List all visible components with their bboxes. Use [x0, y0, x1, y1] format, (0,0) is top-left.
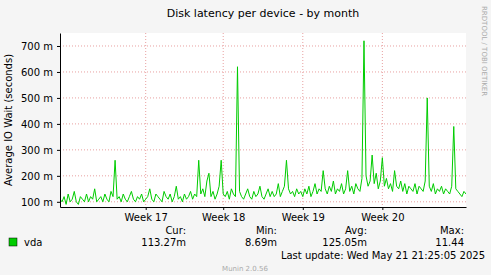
y-tick-label: 300 m	[21, 145, 53, 156]
x-tick-mark	[146, 207, 147, 210]
x-axis: Week 17 Week 18 Week 19 Week 20	[61, 207, 467, 223]
stat-header: Cur:	[165, 225, 186, 236]
y-grid-line	[60, 45, 466, 46]
x-grid-line	[145, 33, 146, 207]
marks	[60, 41, 466, 205]
axis-line	[60, 34, 61, 208]
y-tick: 100 m	[21, 197, 60, 208]
watermark: RRDTOOL / TOBI OETIKER	[480, 6, 488, 96]
x-tick-label: Week 20	[361, 212, 404, 223]
x-tick-label: Week 19	[282, 212, 325, 223]
y-tick-mark	[57, 150, 60, 151]
y-tick: 200 m	[21, 171, 60, 182]
generator: Munin 2.0.56	[222, 265, 268, 273]
grid	[60, 33, 466, 207]
legend-swatch	[9, 238, 17, 246]
stat-value: 8.69m	[245, 237, 277, 248]
y-tick-mark	[57, 98, 60, 99]
y-grid-line	[60, 123, 466, 124]
y-grid-line	[60, 71, 466, 72]
y-tick-mark	[57, 176, 60, 177]
y-tick-label: 200 m	[21, 171, 53, 182]
y-tick-label: 400 m	[21, 119, 53, 130]
title: Disk latency per device - by month	[167, 7, 360, 20]
plot-area	[60, 33, 466, 207]
y-tick-mark	[57, 72, 60, 73]
x-tick: Week 18	[202, 207, 245, 223]
y-tick-label: 700 m	[21, 41, 53, 52]
y-tick-mark	[57, 46, 60, 47]
x-tick-label: Week 18	[202, 212, 245, 223]
x-tick: Week 19	[282, 207, 325, 223]
y-tick: 500 m	[21, 93, 60, 104]
y-tick-label: 500 m	[21, 93, 53, 104]
y-grid-line	[60, 175, 466, 176]
stat-header: Avg:	[345, 225, 367, 236]
axis-line	[61, 207, 467, 208]
x-tick: Week 17	[125, 207, 168, 223]
y-tick: 600 m	[21, 67, 60, 78]
last-update: Last update: Wed May 21 21:25:05 2025	[281, 250, 485, 261]
x-grid-line	[302, 33, 303, 207]
y-grid-line	[60, 97, 466, 98]
x-tick: Week 20	[361, 207, 404, 223]
y-tick: 300 m	[21, 145, 60, 156]
stat-value: 11.44	[435, 237, 464, 248]
y-tick-label: 100 m	[21, 197, 53, 208]
y-tick-label: 600 m	[21, 67, 53, 78]
x-tick-label: Week 17	[125, 212, 168, 223]
y-tick: 700 m	[21, 41, 60, 52]
y-tick-mark	[57, 124, 60, 125]
y-axis-title: Average IO Wait (seconds)	[3, 54, 14, 186]
x-tick-mark	[303, 207, 304, 210]
stat-value: 125.05m	[322, 237, 367, 248]
x-tick-mark	[223, 207, 224, 210]
data-line	[60, 41, 466, 205]
x-tick-mark	[382, 207, 383, 210]
legend-label: vda	[24, 237, 42, 248]
chart-svg: 100 m 200 m 300 m 400 m 500 m 600 m 700 m Week …	[0, 0, 491, 275]
stat-value: 113.27m	[141, 237, 186, 248]
y-tick: 400 m	[21, 119, 60, 130]
y-tick-mark	[57, 202, 60, 203]
x-grid-line	[382, 33, 383, 207]
y-axis: 100 m 200 m 300 m 400 m 500 m 600 m 700 m	[21, 34, 61, 208]
y-grid-line	[60, 149, 466, 150]
stat-header: Min:	[256, 225, 277, 236]
legend: vda	[9, 237, 42, 248]
stat-header: Max:	[440, 225, 464, 236]
background	[0, 0, 491, 275]
